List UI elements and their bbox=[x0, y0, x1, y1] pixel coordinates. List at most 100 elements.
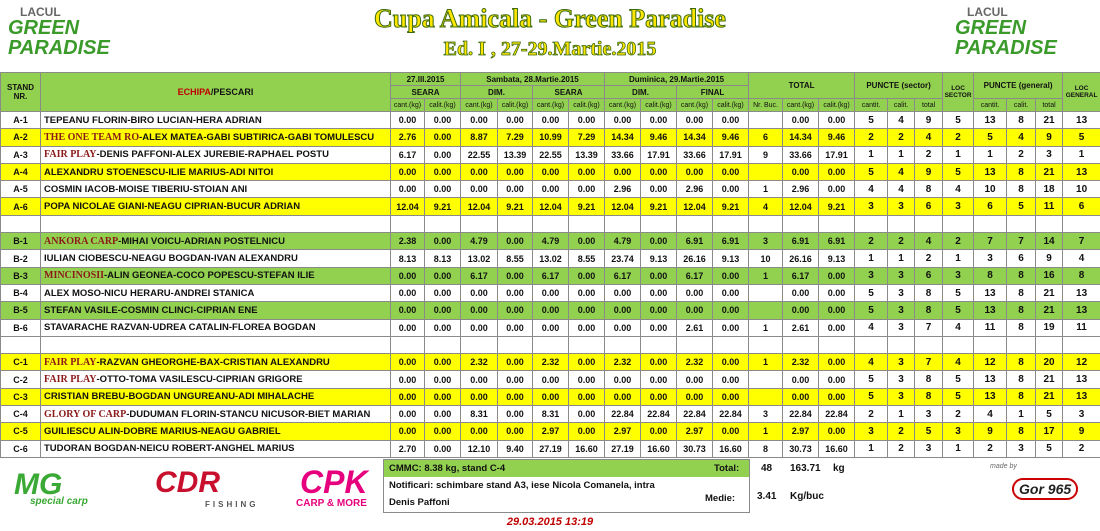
team-row: A-6 POPA NICOLAE GIANI-NEAGU CIPRIAN-BUCU… bbox=[0, 197, 1100, 216]
cell: 0.00 bbox=[390, 387, 425, 407]
cell: 0.00 bbox=[676, 370, 713, 389]
cmmc: CMMC: 8.38 kg, stand C-4 bbox=[389, 463, 506, 474]
cell: 1 bbox=[887, 249, 916, 268]
unit-header: total bbox=[1035, 98, 1064, 112]
cell: 2.96 bbox=[782, 180, 820, 199]
sponsor-mg-sub: special carp bbox=[30, 496, 88, 507]
cell: 0.00 bbox=[497, 283, 533, 303]
cell: 27.19 bbox=[532, 439, 569, 458]
unit-header: calit.(kg) bbox=[818, 98, 856, 112]
cell: 0.00 bbox=[497, 301, 533, 320]
cell: 12.04 bbox=[532, 197, 569, 216]
cell: 8 bbox=[1006, 162, 1037, 182]
cell: 0.00 bbox=[460, 110, 498, 130]
cell: 4 bbox=[1062, 249, 1100, 268]
unit: Kg/buc bbox=[790, 491, 824, 502]
cell: 5 bbox=[1035, 405, 1064, 424]
cell: 9.21 bbox=[497, 197, 533, 216]
cell: 5 bbox=[942, 110, 975, 130]
cell: 16 bbox=[1035, 266, 1064, 285]
unit-header: total bbox=[914, 98, 944, 112]
cell: 9 bbox=[1035, 128, 1064, 147]
cell: 8 bbox=[914, 180, 944, 199]
cell: 4 bbox=[914, 232, 944, 251]
team-name: FAIR PLAY bbox=[44, 356, 97, 368]
stand: B-3 bbox=[0, 266, 41, 285]
cell: 8.55 bbox=[568, 249, 605, 268]
unit-header: cant.(kg) bbox=[676, 98, 713, 112]
empty-cell bbox=[914, 214, 944, 234]
column-header: STAND NR. bbox=[0, 72, 41, 112]
anglers: IULIAN CIOBESCU-NEAGU BOGDAN-IVAN ALEXAN… bbox=[40, 249, 391, 268]
team-row: C-6 TUDORAN BOGDAN-NEICU ROBERT-ANGHEL MA… bbox=[0, 439, 1100, 458]
sponsor-mg: MG bbox=[14, 468, 63, 501]
cell: 0.00 bbox=[818, 318, 856, 337]
cell: 9 bbox=[1062, 422, 1100, 441]
cell: 2.76 bbox=[390, 128, 425, 147]
anglers: CRISTIAN BREBU-BOGDAN UNGUREANU-ADI MIHA… bbox=[40, 387, 391, 407]
cell: 3 bbox=[1006, 439, 1037, 458]
logo-text: PARADISE bbox=[955, 37, 1057, 59]
cell: 5 bbox=[1006, 197, 1037, 216]
cell: 0.00 bbox=[497, 180, 533, 199]
cell: 10 bbox=[748, 249, 784, 268]
cell: 0.00 bbox=[676, 110, 713, 130]
unit-header: calit.(kg) bbox=[640, 98, 677, 112]
team-row: C-2 FAIR PLAY-OTTO-TOMA VASILESCU-CIPRIAN… bbox=[0, 370, 1100, 389]
cell: 0.00 bbox=[676, 387, 713, 407]
stand: C-2 bbox=[0, 370, 41, 389]
left-logo: LACUL GREEN PARADISE bbox=[8, 6, 148, 58]
cell: 4 bbox=[973, 405, 1008, 424]
empty-cell bbox=[711, 214, 750, 234]
maker-logo: Gor 965 bbox=[1012, 478, 1079, 500]
cell: 1 bbox=[887, 145, 916, 164]
anglers: TEPEANU FLORIN-BIRO LUCIAN-HERA ADRIAN bbox=[40, 110, 391, 130]
team-row: B-5 STEFAN VASILE-COSMIN CLINCI-CIPRIAN E… bbox=[0, 301, 1100, 320]
cell: 6.91 bbox=[818, 232, 856, 251]
cell: 8.31 bbox=[532, 405, 569, 424]
cell bbox=[748, 301, 784, 320]
cell: 21 bbox=[1035, 370, 1064, 389]
stand: A-3 bbox=[0, 145, 41, 164]
cell: 0.00 bbox=[390, 162, 425, 182]
stand: B-4 bbox=[0, 283, 41, 303]
cell: 0.00 bbox=[640, 180, 677, 199]
cell: 0.00 bbox=[424, 318, 461, 337]
angler-names: STEFAN VASILE-COSMIN CLINCI-CIPRIAN ENE bbox=[44, 304, 258, 316]
empty-cell bbox=[973, 335, 1008, 355]
unit-header: cant.(kg) bbox=[604, 98, 641, 112]
cell: 0.00 bbox=[818, 180, 856, 199]
separator-row bbox=[0, 335, 1100, 355]
cell: 4 bbox=[887, 162, 916, 182]
cell: 12.04 bbox=[460, 197, 498, 216]
cell: 16.60 bbox=[818, 439, 856, 458]
column-header: Duminica, 29.Martie.2015 bbox=[603, 72, 750, 86]
cell: 9 bbox=[973, 422, 1008, 441]
unit-header: cant.(kg) bbox=[532, 98, 569, 112]
cell: 0.00 bbox=[532, 370, 569, 389]
cell: 13 bbox=[1062, 162, 1100, 182]
unit-header: calit.(kg) bbox=[711, 98, 750, 112]
empty-cell bbox=[973, 214, 1008, 234]
cell: 21 bbox=[1035, 162, 1064, 182]
cell: 2 bbox=[887, 439, 916, 458]
unit-header: calit. bbox=[1006, 98, 1037, 112]
footer-summary: CMMC: 8.38 kg, stand C-4 Total: Notifica… bbox=[383, 459, 750, 513]
cell: 16.60 bbox=[568, 439, 605, 458]
cell: 17 bbox=[1035, 422, 1064, 441]
cell: 12.04 bbox=[676, 197, 713, 216]
cell: 6 bbox=[973, 197, 1008, 216]
cell: 0.00 bbox=[390, 266, 425, 285]
team-row: C-3 CRISTIAN BREBU-BOGDAN UNGUREANU-ADI M… bbox=[0, 387, 1100, 407]
stand: C-3 bbox=[0, 387, 41, 407]
cell: 0.00 bbox=[782, 162, 820, 182]
empty-cell bbox=[854, 214, 889, 234]
cell: 0.00 bbox=[390, 422, 425, 441]
cell: 14 bbox=[1035, 232, 1064, 251]
cell: 0.00 bbox=[568, 110, 605, 130]
cell: 1 bbox=[973, 145, 1008, 164]
cell: 3 bbox=[887, 283, 916, 303]
cell: 5 bbox=[854, 301, 889, 320]
cell: 23.74 bbox=[604, 249, 641, 268]
cell: 0.00 bbox=[532, 283, 569, 303]
